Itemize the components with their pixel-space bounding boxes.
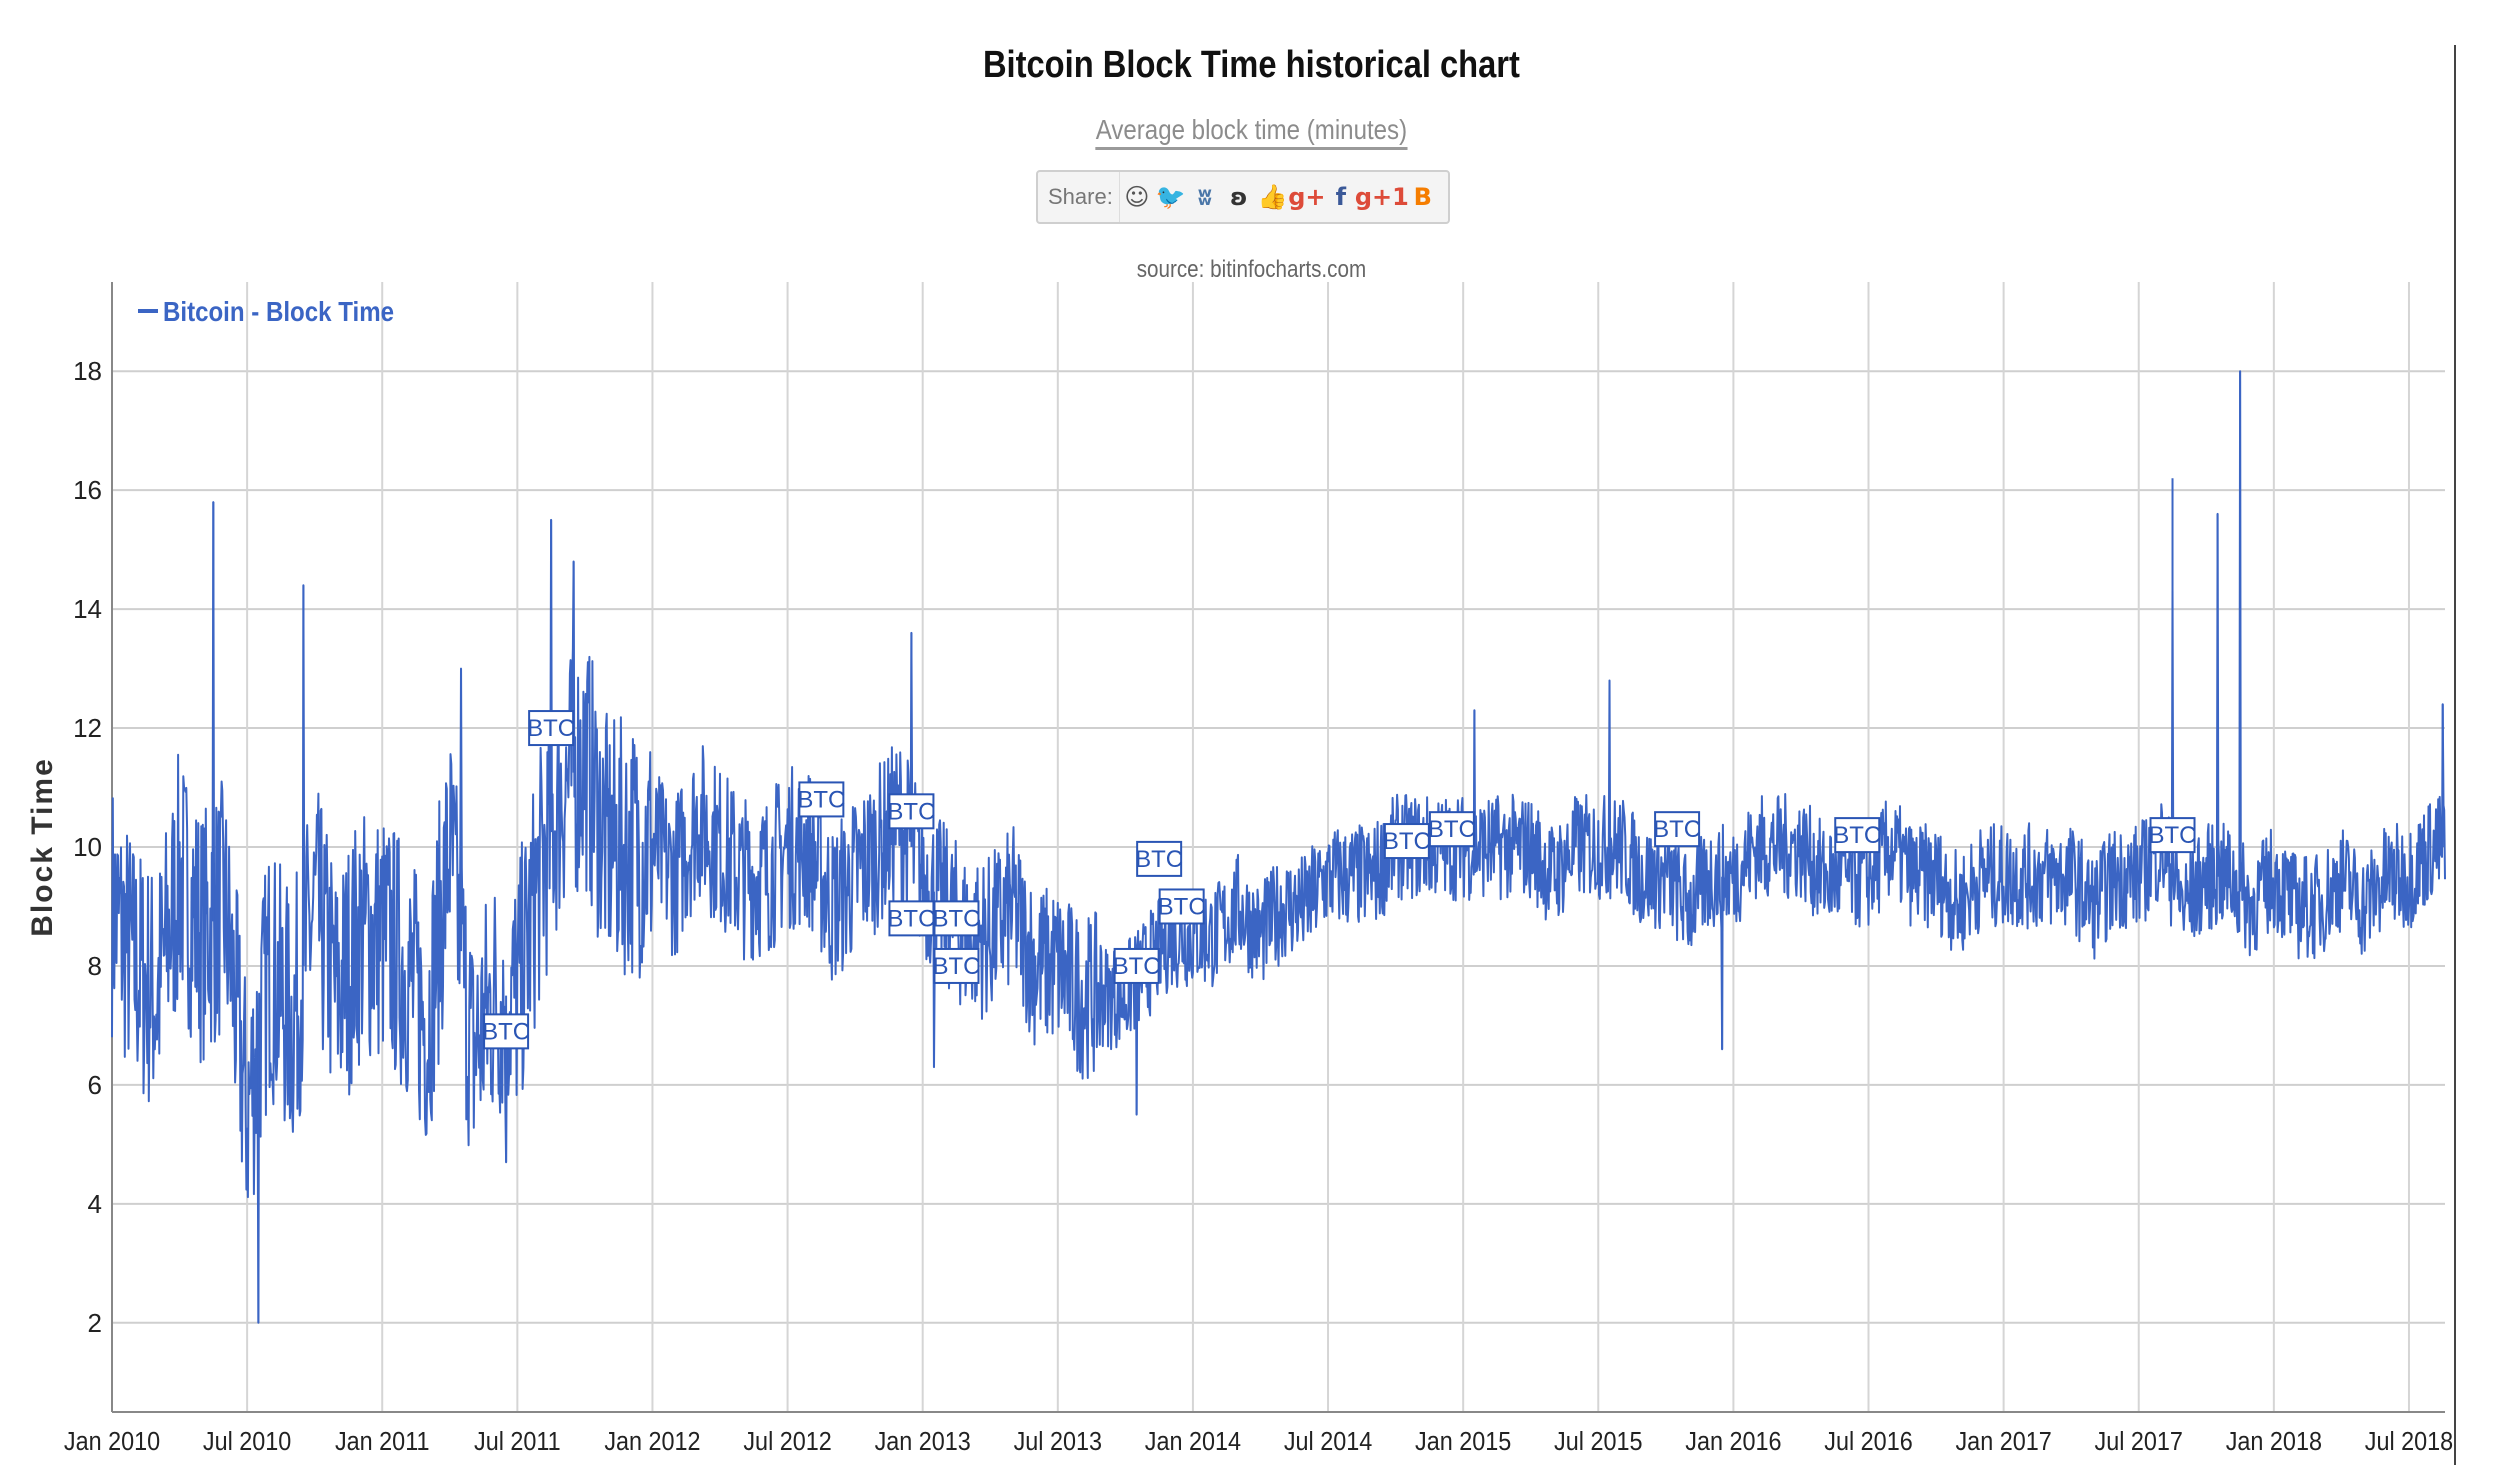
btc-flag-label: BTC: [887, 905, 935, 932]
share-label: Share:: [1038, 172, 1120, 222]
x-tick-label: Jul 2014: [1284, 1428, 1373, 1456]
btc-flag: [1158, 888, 1205, 925]
vk-icon[interactable]: ʬ: [1197, 183, 1212, 211]
btc-flag: [483, 1013, 530, 1050]
btc-flag-label: BTC: [932, 905, 980, 932]
btc-flag: [1136, 840, 1183, 877]
x-tick-label: Jul 2015: [1554, 1428, 1642, 1456]
y-tick-label: 14: [73, 594, 102, 624]
btc-flag: [1383, 823, 1430, 860]
btc-flag: [933, 947, 980, 984]
btc-flag-label: BTC: [797, 786, 845, 813]
x-tick-label: Jan 2013: [875, 1428, 971, 1456]
y-tick-label: 18: [73, 356, 102, 386]
chart-subtitle-text[interactable]: Average block time (minutes): [1095, 114, 1408, 150]
btc-flag-label: BTC: [1383, 828, 1431, 855]
like-icon[interactable]: 👍: [1257, 183, 1288, 211]
x-tick-label: Jan 2011: [335, 1428, 430, 1456]
btc-flag-label: BTC: [1158, 893, 1206, 920]
y-tick-label: 16: [73, 475, 102, 505]
y-tick-label: 12: [73, 713, 102, 743]
google-plus-one-icon[interactable]: g+1: [1354, 183, 1409, 211]
btc-flag: [888, 900, 935, 937]
btc-flag-label: BTC: [1113, 953, 1161, 980]
x-tick-label: Jan 2010: [64, 1428, 160, 1456]
blogger-icon[interactable]: B: [1413, 183, 1432, 211]
btc-flag: [888, 793, 935, 830]
series-line-bitcoin-block-time: [111, 370, 2446, 1324]
y-tick-label: 10: [73, 832, 102, 862]
y-tick-label: 4: [88, 1189, 102, 1219]
x-tick-label: Jul 2013: [1014, 1428, 1102, 1456]
btc-flag: [933, 900, 980, 937]
share-icon-list: ☺ 🐦 ʬ ʚ 👍 g+ f g+1 B: [1120, 177, 1440, 217]
chart-source: source: bitinfocharts.com: [1136, 256, 1367, 283]
x-tick-label: Jul 2017: [2095, 1428, 2183, 1456]
facebook-icon[interactable]: f: [1335, 183, 1347, 211]
weibo-icon[interactable]: ʚ: [1230, 183, 1248, 211]
btc-flag: [2149, 817, 2196, 854]
btc-flag: [1113, 947, 1160, 984]
x-tick-label: Jan 2017: [1956, 1428, 2052, 1456]
btc-flag: [528, 710, 575, 747]
btc-flag-label: BTC: [932, 953, 980, 980]
btc-flag-label: BTC: [527, 715, 575, 742]
reddit-icon[interactable]: ☺: [1124, 183, 1150, 211]
btc-flag-label: BTC: [887, 798, 935, 825]
y-axis-label: Block Time: [26, 757, 59, 937]
share-bar: Share: ☺ 🐦 ʬ ʚ 👍 g+ f g+1 B: [1036, 170, 1450, 224]
btc-flag: [1428, 811, 1475, 848]
y-tick-label: 8: [88, 951, 102, 981]
twitter-icon[interactable]: 🐦: [1155, 183, 1186, 211]
x-tick-label: Jan 2015: [1415, 1428, 1511, 1456]
btc-flag: [798, 781, 845, 818]
x-tick-label: Jul 2011: [474, 1428, 561, 1456]
btc-flag-label: BTC: [1135, 846, 1183, 873]
x-tick-label: Jan 2016: [1685, 1428, 1781, 1456]
x-tick-label: Jul 2010: [203, 1428, 291, 1456]
y-tick-label: 6: [88, 1070, 102, 1100]
y-tick-label: 2: [88, 1308, 102, 1338]
chart-title: Bitcoin Block Time historical chart: [982, 44, 1520, 86]
x-tick-label: Jan 2018: [2226, 1428, 2322, 1456]
x-tick-label: Jan 2014: [1145, 1428, 1241, 1456]
btc-flag-label: BTC: [1428, 816, 1476, 843]
google-plus-icon[interactable]: g+: [1288, 183, 1326, 211]
btc-flag: [1654, 811, 1701, 848]
btc-flag-label: BTC: [2149, 822, 2197, 849]
btc-flag-label: BTC: [482, 1018, 530, 1045]
x-tick-label: Jan 2012: [604, 1428, 700, 1456]
x-tick-label: Jul 2016: [1824, 1428, 1912, 1456]
btc-flag: [1834, 817, 1881, 854]
chart-subtitle[interactable]: Average block time (minutes): [175, 114, 2328, 150]
legend-entry: Bitcoin - Block Time: [163, 295, 394, 327]
btc-flag-label: BTC: [1833, 822, 1881, 849]
x-tick-label: Jul 2012: [743, 1428, 831, 1456]
x-tick-label: Jul 2018: [2365, 1428, 2453, 1456]
btc-flag-label: BTC: [1653, 816, 1701, 843]
